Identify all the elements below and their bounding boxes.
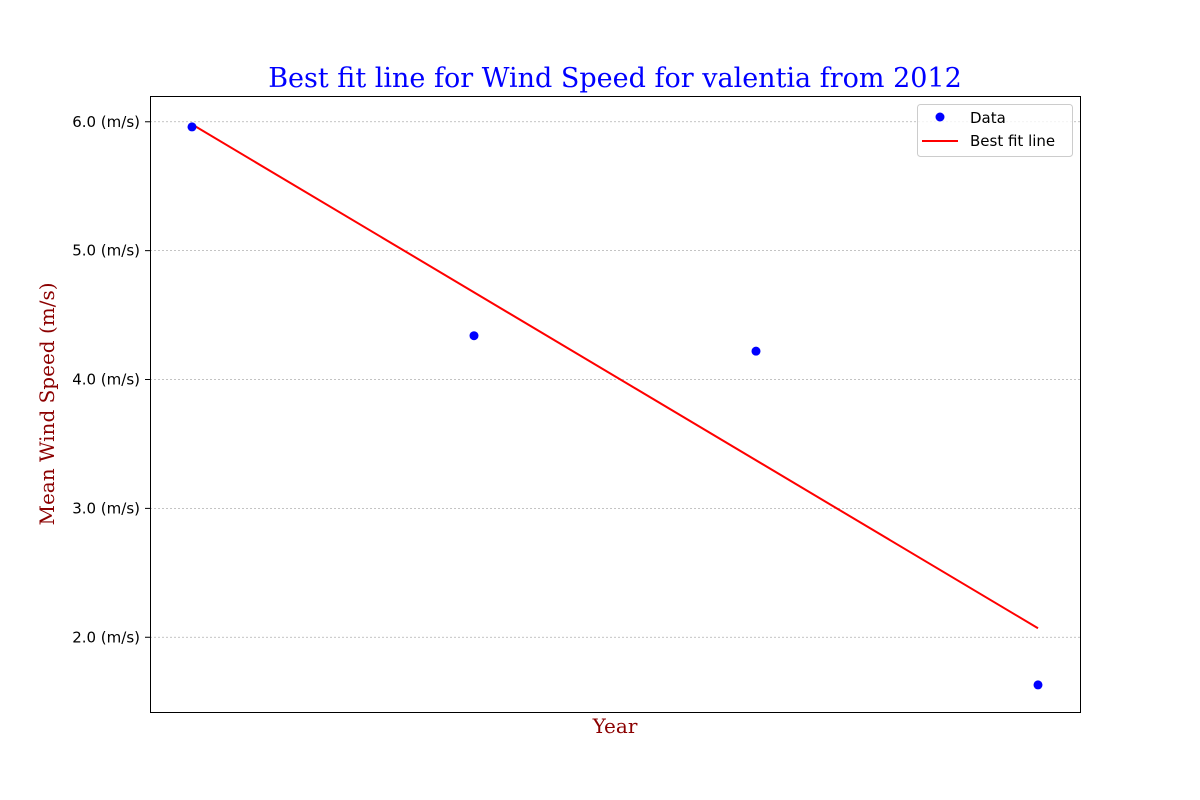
legend-label-fit-line: Best fit line	[970, 132, 1055, 150]
y-axis-label: Mean Wind Speed (m/s)	[35, 282, 59, 525]
y-tick-label: 6.0 (m/s)	[72, 113, 140, 131]
data-point	[1033, 680, 1043, 690]
y-tick-label: 5.0 (m/s)	[72, 242, 140, 260]
legend: Data Best fit line	[917, 104, 1073, 157]
data-point	[187, 122, 197, 132]
legend-label-data: Data	[970, 109, 1006, 127]
data-point	[469, 331, 479, 341]
fit-line-layer	[191, 123, 1039, 630]
legend-box	[917, 104, 1073, 157]
x-axis-label: Year	[592, 714, 638, 738]
y-tick-label: 2.0 (m/s)	[72, 628, 140, 646]
chart-title: Best fit line for Wind Speed for valenti…	[268, 63, 962, 94]
y-tick-label: 4.0 (m/s)	[72, 371, 140, 389]
legend-marker-data	[935, 112, 945, 122]
gridlines	[150, 121, 1080, 638]
data-point	[751, 346, 761, 356]
data-points-layer	[187, 122, 1043, 690]
y-axis-ticks: 2.0 (m/s) 3.0 (m/s) 4.0 (m/s) 5.0 (m/s) 6.0 …	[72, 113, 150, 646]
plot-area-frame	[150, 96, 1081, 713]
y-tick-label: 3.0 (m/s)	[72, 499, 140, 517]
best-fit-line	[191, 123, 1039, 630]
